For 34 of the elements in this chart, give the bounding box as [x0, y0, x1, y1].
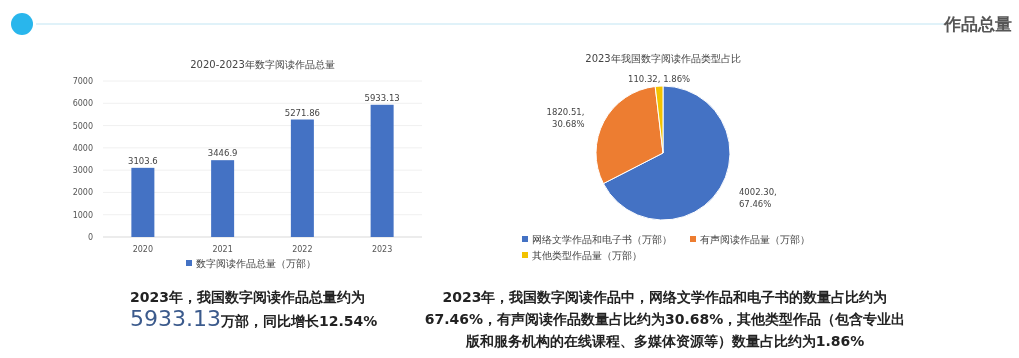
y-tick-label: 7000 [72, 77, 93, 86]
data-label: 4002.30, 67.46% [738, 187, 777, 210]
y-tick-label: 1000 [72, 210, 93, 220]
data-label: 3446.9 [207, 148, 238, 159]
text: 万部，同比增长12.54% [221, 313, 378, 329]
bar [370, 104, 394, 237]
data-label: 3103.6 [128, 155, 158, 166]
data-label: 5933.13 [364, 92, 400, 103]
y-tick-label: 2000 [72, 188, 93, 198]
text: 作品总量 [943, 14, 1012, 34]
y-tick-label: 3000 [72, 166, 93, 176]
legend-label: 有声阅读作品量（万部） [700, 234, 810, 245]
text: 2023年，我国数字阅读作品中，网络文学作品和电子书的数量占比约为67.46%，有声阅读作品数量占比约为30.68%，其他类型作品（包含专业出版和服务机构的在线课程、多媒体资源等）数量占比约为1.86% [423, 288, 907, 351]
legend-label: 数字阅读作品总量（万部） [196, 258, 316, 269]
text: 2023年，我国数字阅读作品总量约为 [130, 289, 365, 305]
y-tick-label: 5000 [72, 121, 93, 131]
x-tick-label: 2023 [371, 245, 393, 254]
legend-label: 网络文学作品和电子书（万部） [532, 234, 672, 245]
x-tick-label: 2022 [292, 245, 313, 254]
bar [131, 167, 155, 237]
bar [211, 160, 235, 237]
y-tick-label: 0 [87, 233, 93, 242]
data-label: 5271.86 [284, 107, 320, 118]
x-tick-label: 2021 [212, 245, 233, 254]
chart-title: 2020-2023年数字阅读作品总量 [190, 59, 335, 70]
data-label: 1820.51, 30.68% [546, 106, 585, 129]
chart-title: 2023年我国数字阅读作品类型占比 [585, 53, 741, 64]
text: 5933.13 [130, 306, 221, 331]
bar [290, 119, 314, 237]
y-tick-label: 4000 [72, 143, 93, 153]
legend-label: 其他类型作品量（万部） [532, 250, 642, 261]
data-label: 110.32, 1.86% [628, 74, 691, 84]
y-tick-label: 6000 [72, 99, 93, 109]
x-tick-label: 2020 [132, 245, 154, 254]
